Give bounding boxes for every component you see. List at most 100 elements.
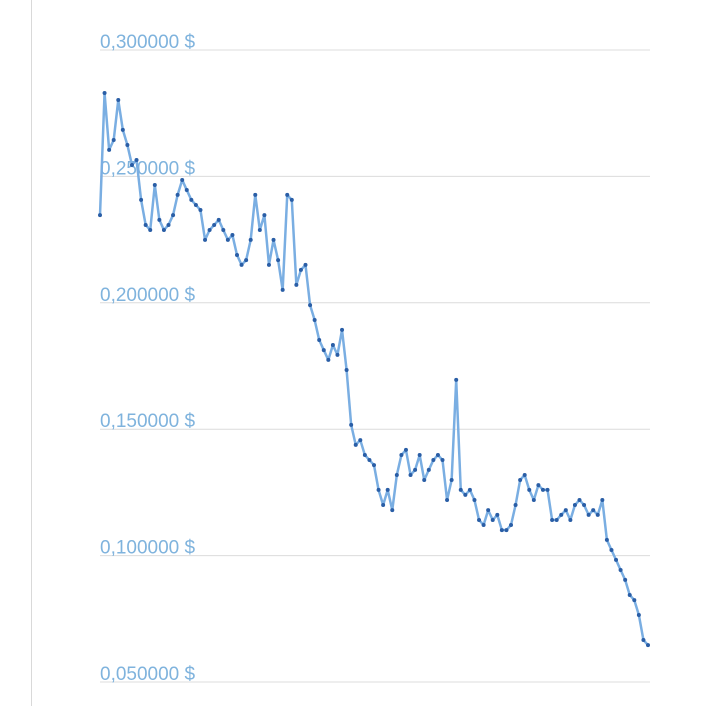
point [527, 487, 532, 492]
point [280, 287, 285, 292]
point [582, 503, 587, 508]
point [440, 458, 445, 463]
point [111, 137, 116, 142]
point [175, 192, 180, 197]
point [413, 467, 418, 472]
point [531, 497, 536, 502]
point [161, 227, 166, 232]
point [636, 613, 641, 618]
point [641, 638, 646, 643]
point [266, 262, 271, 267]
point [504, 528, 509, 533]
point [289, 197, 294, 202]
point [230, 233, 235, 238]
point [609, 548, 614, 553]
point [486, 508, 491, 513]
point [518, 478, 523, 483]
point [198, 208, 203, 213]
point [632, 598, 637, 603]
point [376, 487, 381, 492]
point [618, 568, 623, 573]
point [431, 458, 436, 463]
point [340, 327, 345, 332]
point [276, 258, 281, 263]
point [193, 202, 198, 207]
point [216, 217, 221, 222]
point [490, 517, 495, 522]
point [225, 237, 230, 242]
point [399, 452, 404, 457]
point [467, 487, 472, 492]
point [509, 523, 513, 528]
point [116, 98, 121, 103]
point [385, 487, 390, 492]
point [445, 497, 450, 502]
y-tick-label: 0,200000 $ [100, 285, 196, 306]
point [294, 282, 299, 287]
point [577, 497, 582, 502]
point [349, 422, 354, 427]
point [536, 483, 541, 488]
point [604, 537, 609, 542]
point [495, 512, 500, 517]
point [623, 577, 628, 582]
point [257, 227, 262, 232]
point [330, 343, 335, 348]
point [166, 222, 171, 227]
point [572, 503, 577, 508]
point [372, 463, 376, 468]
point [646, 643, 650, 648]
point [239, 262, 244, 267]
point [248, 237, 253, 242]
point [312, 317, 317, 322]
point [98, 213, 102, 218]
point [180, 177, 185, 182]
point [317, 337, 322, 342]
point [568, 517, 573, 522]
point [390, 508, 395, 513]
point [540, 487, 545, 492]
point [545, 487, 550, 492]
point [417, 452, 422, 457]
point [627, 593, 632, 598]
point [367, 458, 372, 463]
point [152, 182, 157, 187]
point [586, 512, 591, 517]
point [298, 267, 303, 272]
point [189, 197, 194, 202]
point [207, 227, 212, 232]
point [335, 352, 340, 357]
point [381, 503, 386, 508]
point [129, 163, 134, 168]
point [171, 213, 176, 218]
point [107, 147, 112, 152]
point [157, 217, 162, 222]
point [458, 487, 463, 492]
point [344, 368, 349, 373]
point [308, 303, 313, 308]
point [120, 127, 125, 132]
point [477, 517, 482, 522]
point [253, 192, 258, 197]
point [362, 452, 367, 457]
y-tick-label: 0,150000 $ [100, 411, 196, 432]
point [143, 222, 148, 227]
point [244, 258, 249, 263]
point [554, 517, 559, 522]
point [321, 348, 326, 353]
point [472, 497, 477, 502]
point [550, 517, 555, 522]
point [499, 528, 504, 533]
point [463, 492, 468, 497]
y-tick-label: 0,250000 $ [100, 158, 196, 179]
point [394, 472, 399, 477]
point [403, 447, 408, 452]
point [426, 467, 431, 472]
point [203, 237, 208, 242]
y-tick-label: 0,100000 $ [100, 538, 196, 559]
point [235, 253, 239, 258]
point [102, 90, 107, 95]
point [435, 452, 440, 457]
point [595, 512, 600, 517]
